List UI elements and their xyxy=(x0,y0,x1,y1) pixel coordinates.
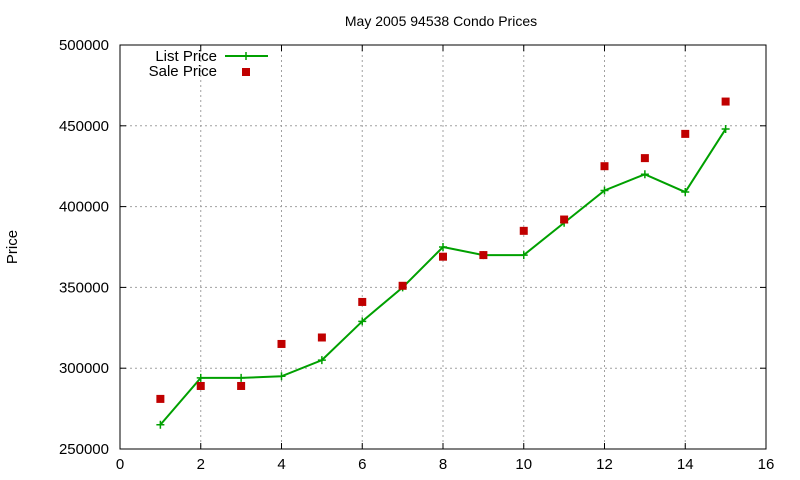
x-tick-label: 0 xyxy=(116,456,124,473)
y-tick-label: 400000 xyxy=(59,199,109,216)
list-price-point xyxy=(156,420,165,429)
list-price-point xyxy=(681,188,690,197)
x-tick-label: 4 xyxy=(277,456,285,473)
sale-price-point xyxy=(640,154,649,163)
x-tick-label: 14 xyxy=(677,456,694,473)
sale-price-point xyxy=(519,226,528,235)
list-price-point xyxy=(519,251,528,260)
y-tick-label: 450000 xyxy=(59,118,109,135)
chart-title: May 2005 94538 Condo Prices xyxy=(345,13,537,29)
sale-price-point xyxy=(317,333,326,342)
x-tick-label: 2 xyxy=(197,456,205,473)
y-tick-label: 300000 xyxy=(59,360,109,377)
sale-price-point xyxy=(237,381,246,390)
tick-labels: 0 2 4 6 8 10 12 14 16 250000 300000 350000 400000 450… xyxy=(59,37,774,473)
list-price-point xyxy=(196,373,205,382)
sale-price-point xyxy=(479,251,488,260)
sale-price-point xyxy=(277,339,286,348)
list-price-point xyxy=(317,356,326,365)
legend-marker-list-price xyxy=(242,52,250,60)
sale-price-point xyxy=(439,252,447,261)
legend: List Price Sale Price xyxy=(149,48,268,80)
x-tick-label: 12 xyxy=(596,456,613,473)
list-price-point xyxy=(439,243,447,251)
list-price-point xyxy=(237,373,246,382)
x-tick-label: 6 xyxy=(358,456,366,473)
list-price-point xyxy=(640,170,649,179)
y-tick-label: 500000 xyxy=(59,37,109,54)
legend-marker-sale-price xyxy=(242,68,250,76)
x-tick-label: 10 xyxy=(515,456,532,473)
sale-price-point xyxy=(681,129,690,138)
legend-label-list-price: List Price xyxy=(155,48,217,65)
x-tick-label: 8 xyxy=(439,456,447,473)
y-tick-label: 350000 xyxy=(59,279,109,296)
x-tick-label: 16 xyxy=(758,456,775,473)
legend-label-sale-price: Sale Price xyxy=(149,63,217,80)
y-axis-label: Price xyxy=(4,230,21,264)
sale-price-point xyxy=(600,162,609,171)
sale-price-point xyxy=(196,381,205,390)
plot-frame xyxy=(119,44,767,450)
sale-price-point xyxy=(358,297,367,306)
sale-price-point xyxy=(398,281,407,290)
list-price-point xyxy=(358,317,367,326)
sale-price-point xyxy=(721,97,730,106)
sale-price-point xyxy=(156,394,165,403)
series-layer xyxy=(156,97,730,429)
list-price-point xyxy=(721,125,730,134)
list-price-point xyxy=(277,372,286,381)
list-price-point xyxy=(600,186,609,195)
y-tick-label: 250000 xyxy=(59,441,109,458)
sale-price-point xyxy=(560,215,569,224)
